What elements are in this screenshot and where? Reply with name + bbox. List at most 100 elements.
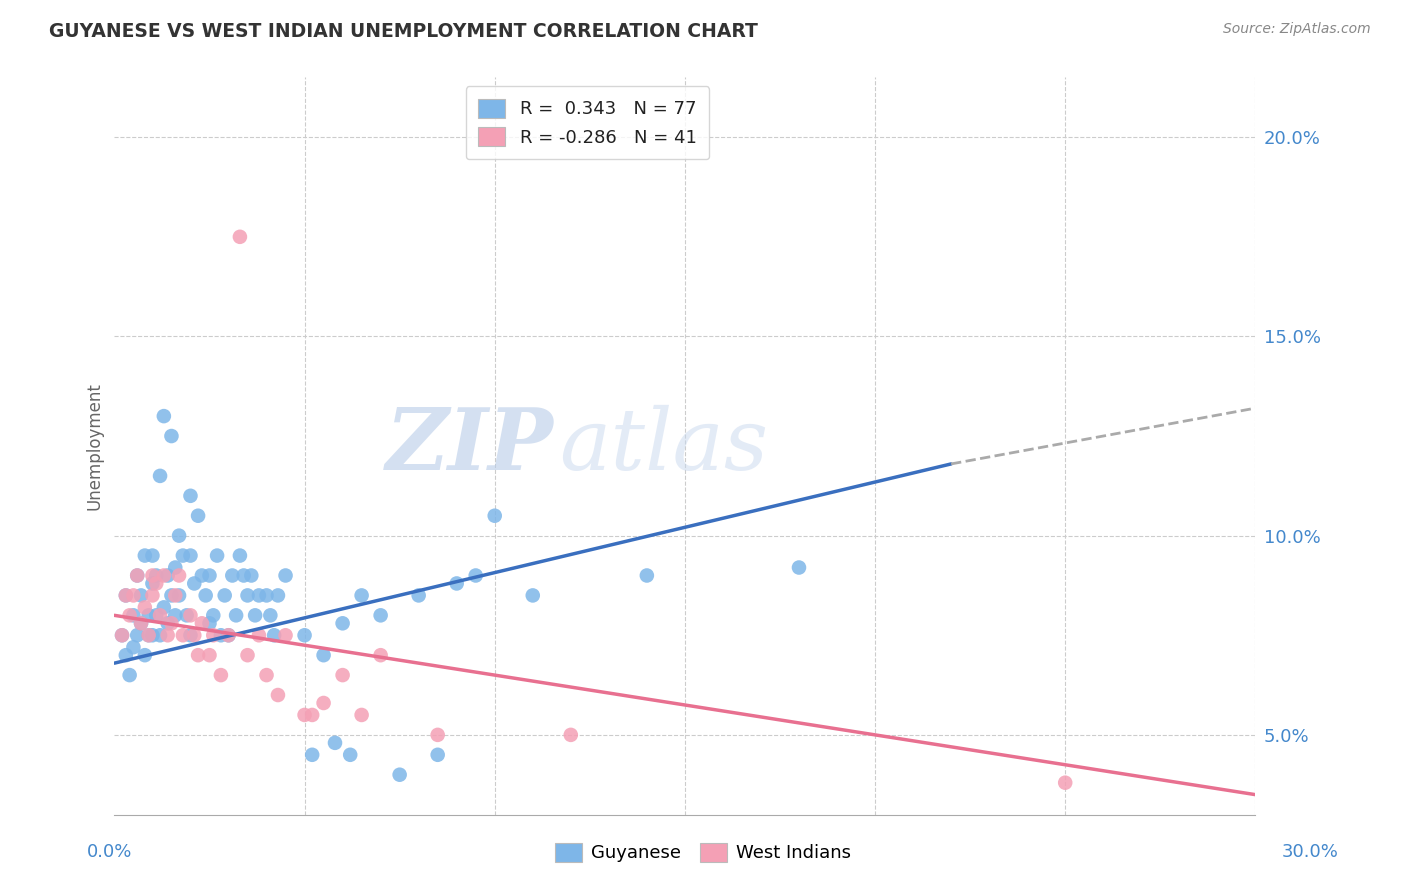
Point (153, 568, 176, 582)
Legend: Guyanese, West Indians: Guyanese, West Indians (548, 836, 858, 870)
Point (187, 508, 209, 523)
Point (134, 600, 156, 615)
Text: GUYANESE VS WEST INDIAN UNEMPLOYMENT CORRELATION CHART: GUYANESE VS WEST INDIAN UNEMPLOYMENT COR… (49, 22, 758, 41)
Point (484, 508, 506, 523)
Point (323, 736, 346, 750)
Point (312, 696, 335, 710)
Point (408, 589, 430, 603)
Point (167, 568, 190, 582)
Point (134, 549, 156, 563)
Point (388, 768, 411, 782)
Point (247, 589, 270, 603)
Point (167, 529, 190, 543)
Point (370, 608, 392, 623)
Point (172, 628, 194, 642)
Point (787, 560, 810, 574)
Point (156, 568, 179, 582)
Point (350, 708, 373, 723)
Point (138, 608, 160, 623)
Point (229, 549, 252, 563)
Point (240, 568, 263, 582)
Point (636, 568, 658, 582)
Text: 0.0%: 0.0% (87, 843, 132, 861)
Point (225, 608, 247, 623)
Point (114, 589, 136, 603)
Point (332, 668, 354, 682)
Point (446, 576, 468, 591)
Point (198, 616, 221, 631)
Point (118, 668, 141, 682)
Point (145, 608, 167, 623)
Point (202, 628, 225, 642)
Point (232, 568, 254, 582)
Point (179, 608, 201, 623)
Point (214, 589, 236, 603)
Text: Source: ZipAtlas.com: Source: ZipAtlas.com (1223, 22, 1371, 37)
Point (149, 469, 172, 483)
Point (153, 600, 176, 615)
Point (198, 648, 221, 663)
Point (167, 589, 190, 603)
Point (191, 616, 214, 631)
Point (301, 708, 323, 723)
Point (145, 568, 167, 582)
Point (218, 628, 240, 642)
Point (138, 628, 160, 642)
Point (332, 616, 354, 631)
Point (160, 616, 183, 631)
Point (202, 608, 225, 623)
Point (183, 628, 205, 642)
Point (274, 628, 297, 642)
Point (165, 608, 187, 623)
Point (263, 628, 285, 642)
Point (156, 616, 179, 631)
Point (426, 728, 449, 742)
Point (256, 589, 278, 603)
Point (183, 576, 205, 591)
Point (141, 568, 163, 582)
Point (267, 688, 290, 702)
Point (138, 628, 160, 642)
Point (129, 616, 152, 631)
Point (247, 628, 270, 642)
Point (464, 568, 486, 582)
Point (198, 568, 221, 582)
Point (301, 747, 323, 762)
Point (122, 608, 145, 623)
Point (149, 628, 172, 642)
Text: atlas: atlas (560, 405, 769, 487)
Point (160, 589, 183, 603)
Point (176, 608, 198, 623)
Point (127, 568, 149, 582)
Point (149, 608, 172, 623)
Point (145, 576, 167, 591)
Point (129, 616, 152, 631)
Point (141, 576, 163, 591)
Point (221, 568, 243, 582)
Point (560, 728, 582, 742)
Point (259, 608, 281, 623)
Point (274, 568, 297, 582)
Point (209, 628, 232, 642)
Point (141, 628, 163, 642)
Point (114, 648, 136, 663)
Point (187, 648, 209, 663)
Point (370, 648, 392, 663)
Point (127, 568, 149, 582)
Point (294, 708, 316, 723)
Legend: R =  0.343   N = 77, R = -0.286   N = 41: R = 0.343 N = 77, R = -0.286 N = 41 (465, 87, 710, 160)
Point (339, 747, 361, 762)
Point (141, 589, 163, 603)
Point (179, 628, 201, 642)
Text: 30.0%: 30.0% (1282, 843, 1339, 861)
Point (191, 568, 214, 582)
Point (236, 648, 259, 663)
Point (134, 648, 156, 663)
Point (111, 628, 134, 642)
Point (229, 229, 252, 244)
Point (129, 589, 152, 603)
Point (165, 589, 187, 603)
Point (194, 589, 217, 603)
Point (111, 628, 134, 642)
Point (426, 747, 449, 762)
